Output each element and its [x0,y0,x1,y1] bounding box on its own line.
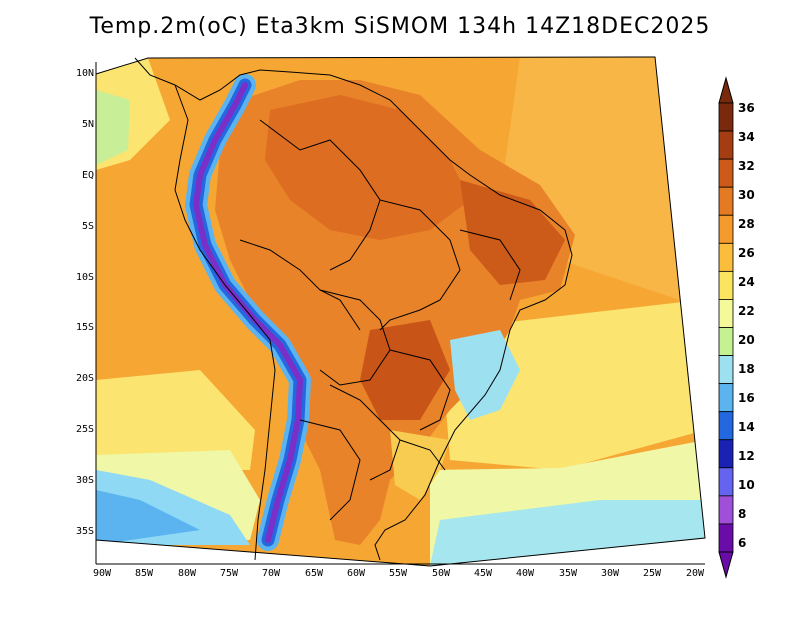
border-brazil-interior [379,199,461,331]
border-paraguay [329,384,401,481]
colorbar-swatch [718,523,734,553]
pacific-south-mild-band [96,370,255,470]
border-southeast [389,349,451,431]
lat-tick-35s: 35S [75,526,94,537]
coastline-west [174,84,276,561]
colorbar-label-20: 20 [738,333,755,347]
lon-tick-55w: 55W [388,568,408,579]
border-south-brazil [399,439,446,471]
lat-tick-20s: 20S [75,373,94,384]
colorbar-swatch [718,299,734,328]
colorbar-label-28: 28 [738,217,755,231]
lon-tick-85w: 85W [134,568,154,579]
northeast-hot-area [460,180,565,285]
colorbar-label-18: 18 [738,362,755,376]
colorbar-swatch [718,242,734,272]
colorbar-label-30: 30 [738,188,755,202]
temperature-field [96,57,705,566]
colorbar-swatch [718,214,734,244]
lon-tick-30w: 30W [600,568,620,579]
colorbar-bottom-arrow [718,551,734,579]
colorbar-label-22: 22 [738,304,755,318]
lon-tick-60w: 60W [346,568,366,579]
lat-tick-10n: 10N [75,68,94,79]
colorbar-swatch [718,467,734,497]
colorbar-swatch [718,130,734,160]
colorbar-label-34: 34 [738,130,755,144]
colorbar-swatch [718,102,734,132]
colorbar-label-24: 24 [738,275,755,289]
lat-tick-5n: 5N [81,119,94,130]
border-nordeste [459,229,521,301]
southeast-cool-area [450,330,520,420]
central-hot-area [360,320,450,420]
colorbar-swatch [718,355,734,385]
amazon-hot-area [265,95,470,240]
pacific-green-band [96,90,130,165]
colorbar-label-12: 12 [738,449,755,463]
lat-tick-5s: 5S [81,221,94,232]
lon-tick-70w: 70W [261,568,281,579]
south-mild-area [390,430,450,500]
lon-tick-45w: 45W [473,568,493,579]
border-peru-brazil [239,239,361,331]
coastline-north [134,57,573,561]
colorbar-swatch [718,270,734,300]
colorbar-label-10: 10 [738,478,755,492]
colorbar-swatch [718,383,734,413]
lon-tick-25w: 25W [642,568,662,579]
lat-tick-25s: 25S [75,424,94,435]
colorbar-label-26: 26 [738,246,755,260]
lon-tick-90w: 90W [92,568,112,579]
lon-tick-20w: 20W [685,568,705,579]
colorbar-label-16: 16 [738,391,755,405]
lon-tick-80w: 80W [177,568,197,579]
lon-tick-50w: 50W [431,568,451,579]
colorbar-label-14: 14 [738,420,755,434]
colorbar-label-36: 36 [738,101,755,115]
border-north-basin [259,119,381,271]
lon-tick-35w: 35W [558,568,578,579]
border-argentina [299,419,361,521]
colorbar-swatch [718,327,734,356]
colorbar-swatch [718,411,734,441]
colorbar-label-6: 6 [738,536,747,550]
colorbar-swatch [718,158,734,188]
colorbar-swatch [718,186,734,216]
lat-tick-30s: 30S [75,475,94,486]
lon-tick-40w: 40W [515,568,535,579]
colorbar-top-arrow [718,76,734,104]
south-atlantic-cold-band [430,500,705,566]
map-title: Temp.2m(oC) Eta3km SiSMOM 134h 14Z18DEC2… [89,14,711,39]
colorbar-swatch [718,495,734,525]
colorbar-label-32: 32 [738,159,755,173]
lon-tick-65w: 65W [304,568,324,579]
coastlines-and-borders [134,57,573,561]
lat-tick-15s: 15S [75,322,94,333]
lat-tick-10s: 10S [75,272,94,283]
colorbar-swatch [718,439,734,469]
pacific-colder-band [96,490,200,545]
colorbar-label-8: 8 [738,507,747,521]
lon-tick-75w: 75W [219,568,239,579]
lat-tick-eq: EQ [81,170,94,181]
colorbar [718,76,734,579]
